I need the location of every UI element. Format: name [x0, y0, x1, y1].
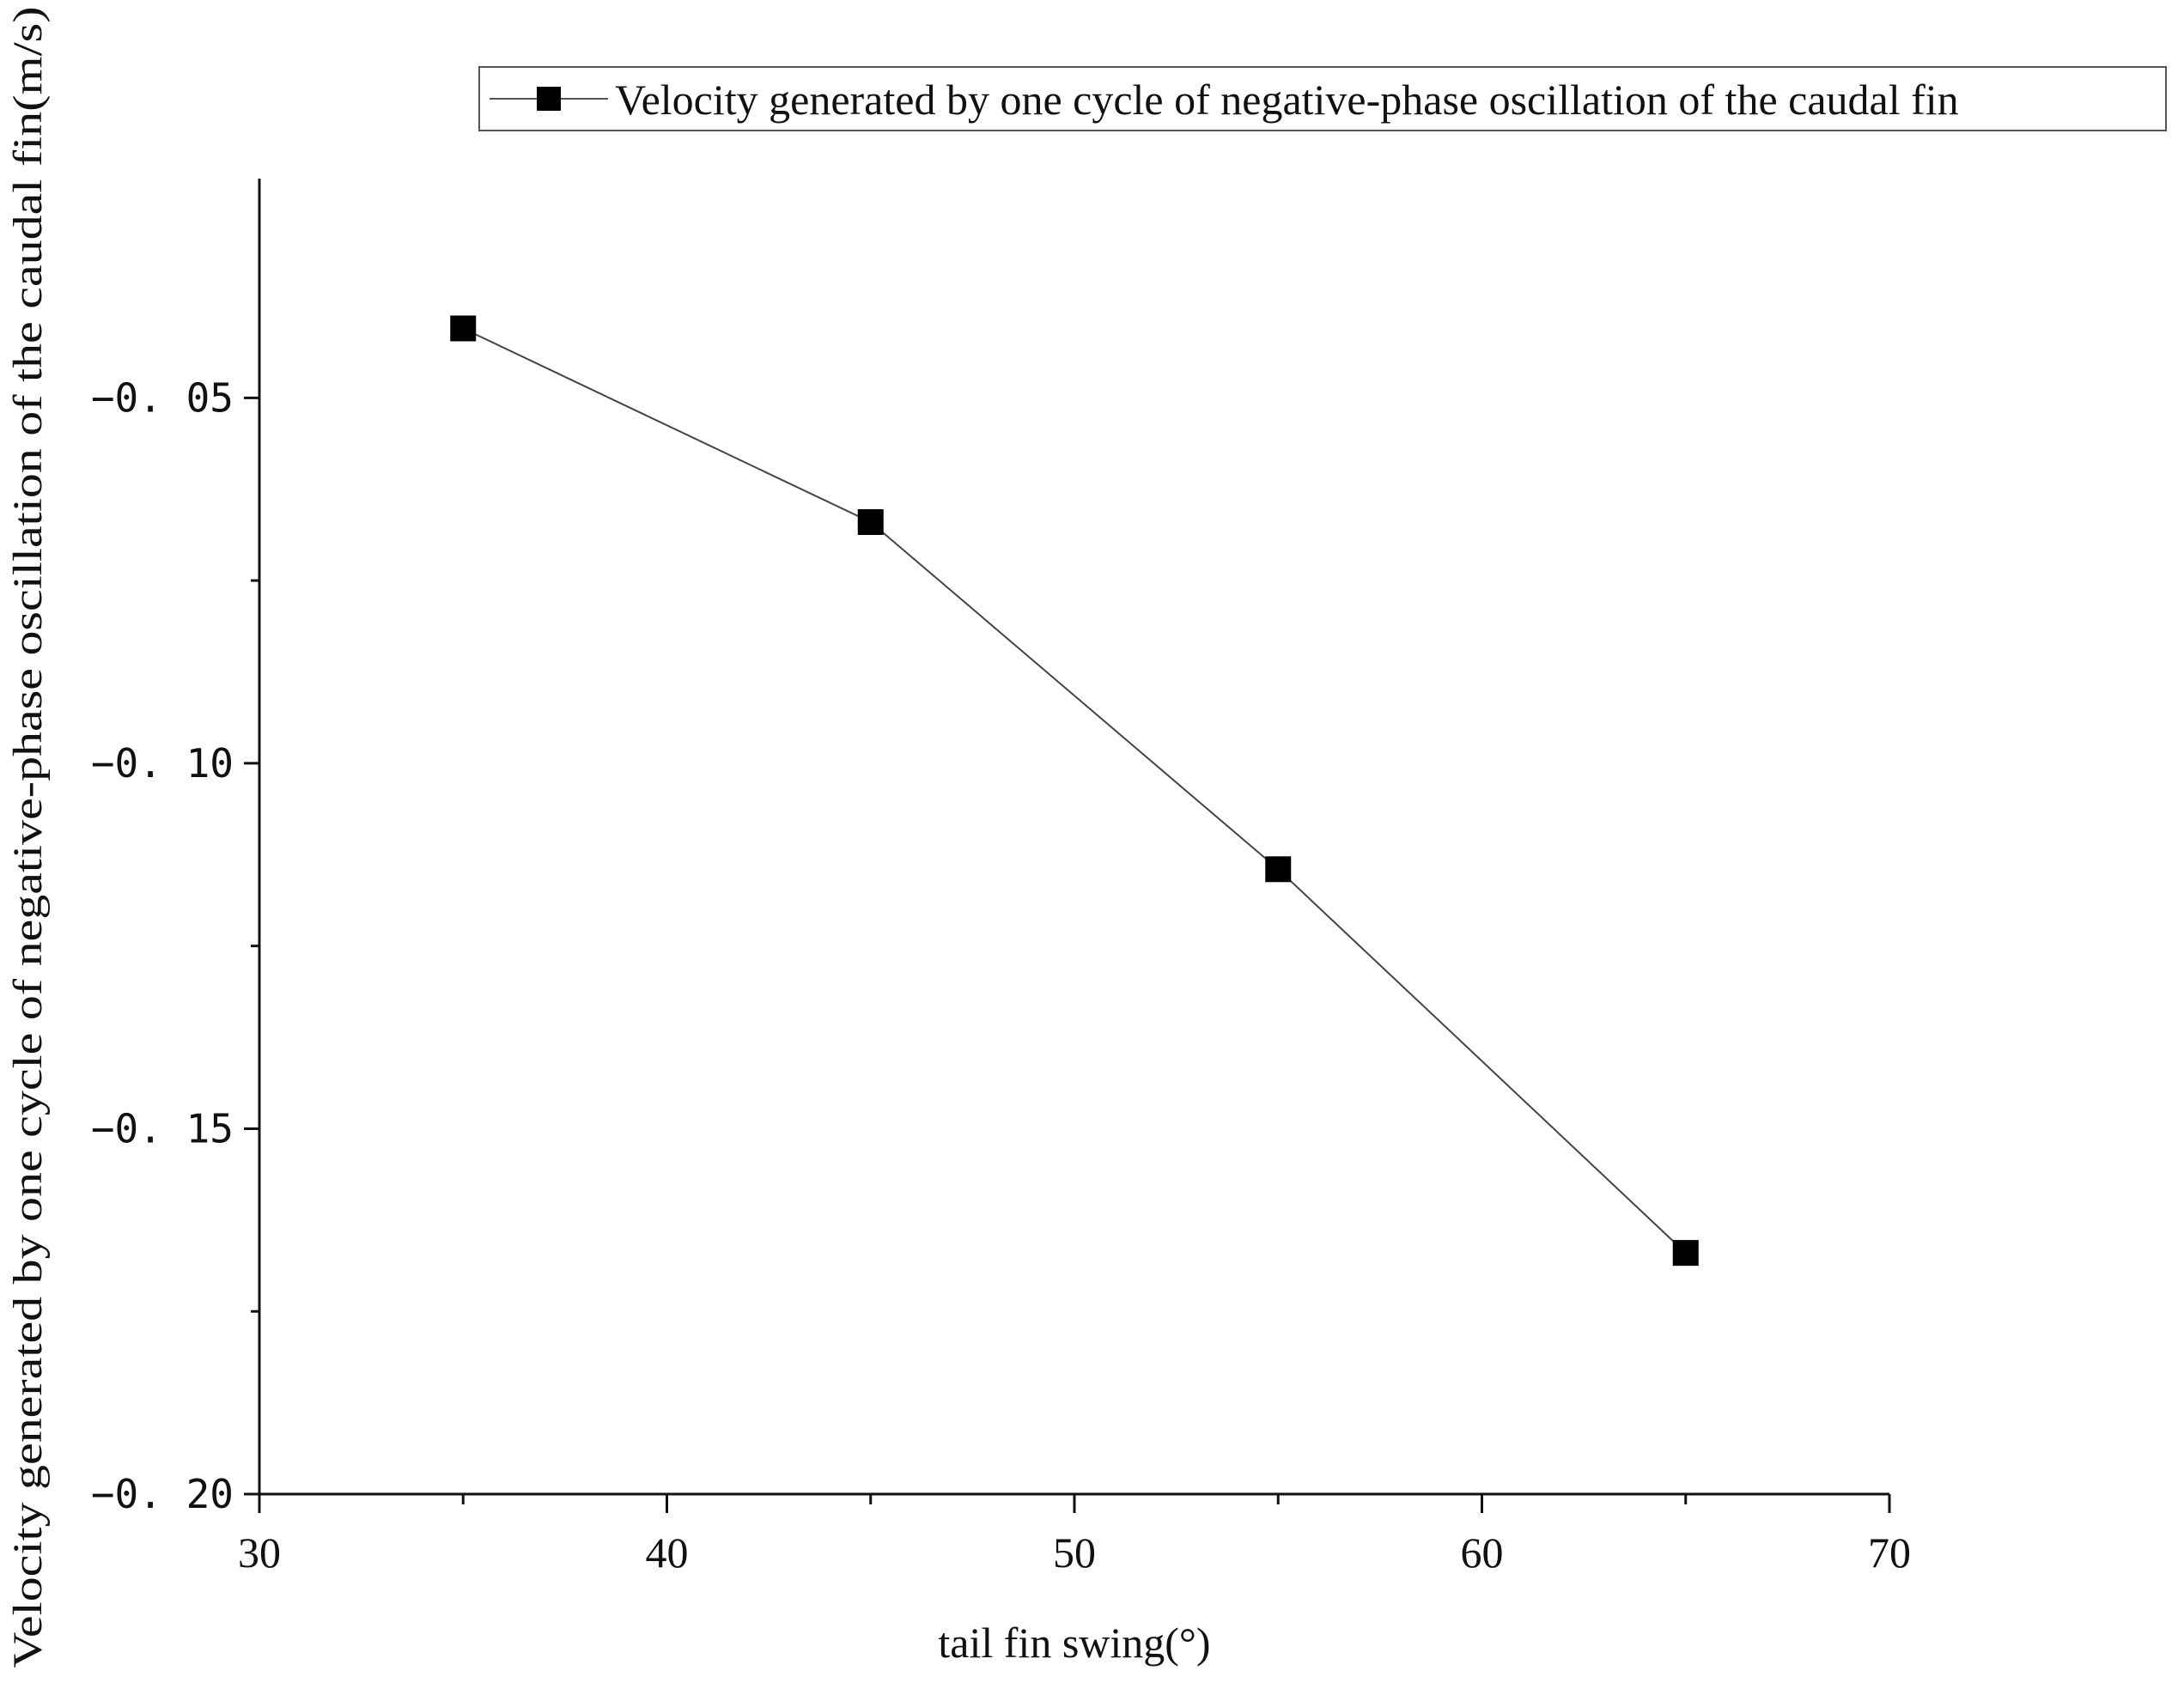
y-ticks: −0. 05 −0. 10 −0. 15 −0. 20 [91, 374, 259, 1517]
series-line [462, 327, 1687, 1254]
y-tick-label: −0. 05 [91, 374, 234, 421]
x-tick-label: 50 [1053, 1528, 1096, 1577]
x-tick-label: 60 [1461, 1528, 1504, 1577]
x-tick-label: 70 [1868, 1528, 1911, 1577]
legend-box [478, 66, 2167, 131]
x-tick-label: 30 [238, 1528, 281, 1577]
data-point-marker [450, 315, 477, 342]
x-axis-title: tail fin swing(°) [938, 1619, 1210, 1667]
y-tick-label: −0. 20 [91, 1471, 234, 1517]
data-point-marker [1265, 856, 1292, 883]
x-ticks: 30 40 50 60 70 [238, 1494, 1911, 1577]
y-axis-title: Velocity generated by one cycle of negat… [5, 6, 51, 1668]
x-tick-label: 40 [646, 1528, 689, 1577]
legend: Velocity generated by one cycle of negat… [478, 66, 2167, 131]
data-point-marker [857, 509, 884, 536]
axes: 30 40 50 60 70 −0. 05 −0. 10 −0. 15 −0. 20 [91, 179, 1911, 1577]
legend-label: Velocity generated by one cycle of negat… [615, 76, 1959, 124]
y-tick-label: −0. 10 [91, 740, 234, 787]
data-point-marker [1672, 1240, 1699, 1267]
legend-marker-icon [537, 87, 561, 111]
y-tick-label: −0. 15 [91, 1105, 234, 1151]
series-layer [450, 315, 1699, 1267]
